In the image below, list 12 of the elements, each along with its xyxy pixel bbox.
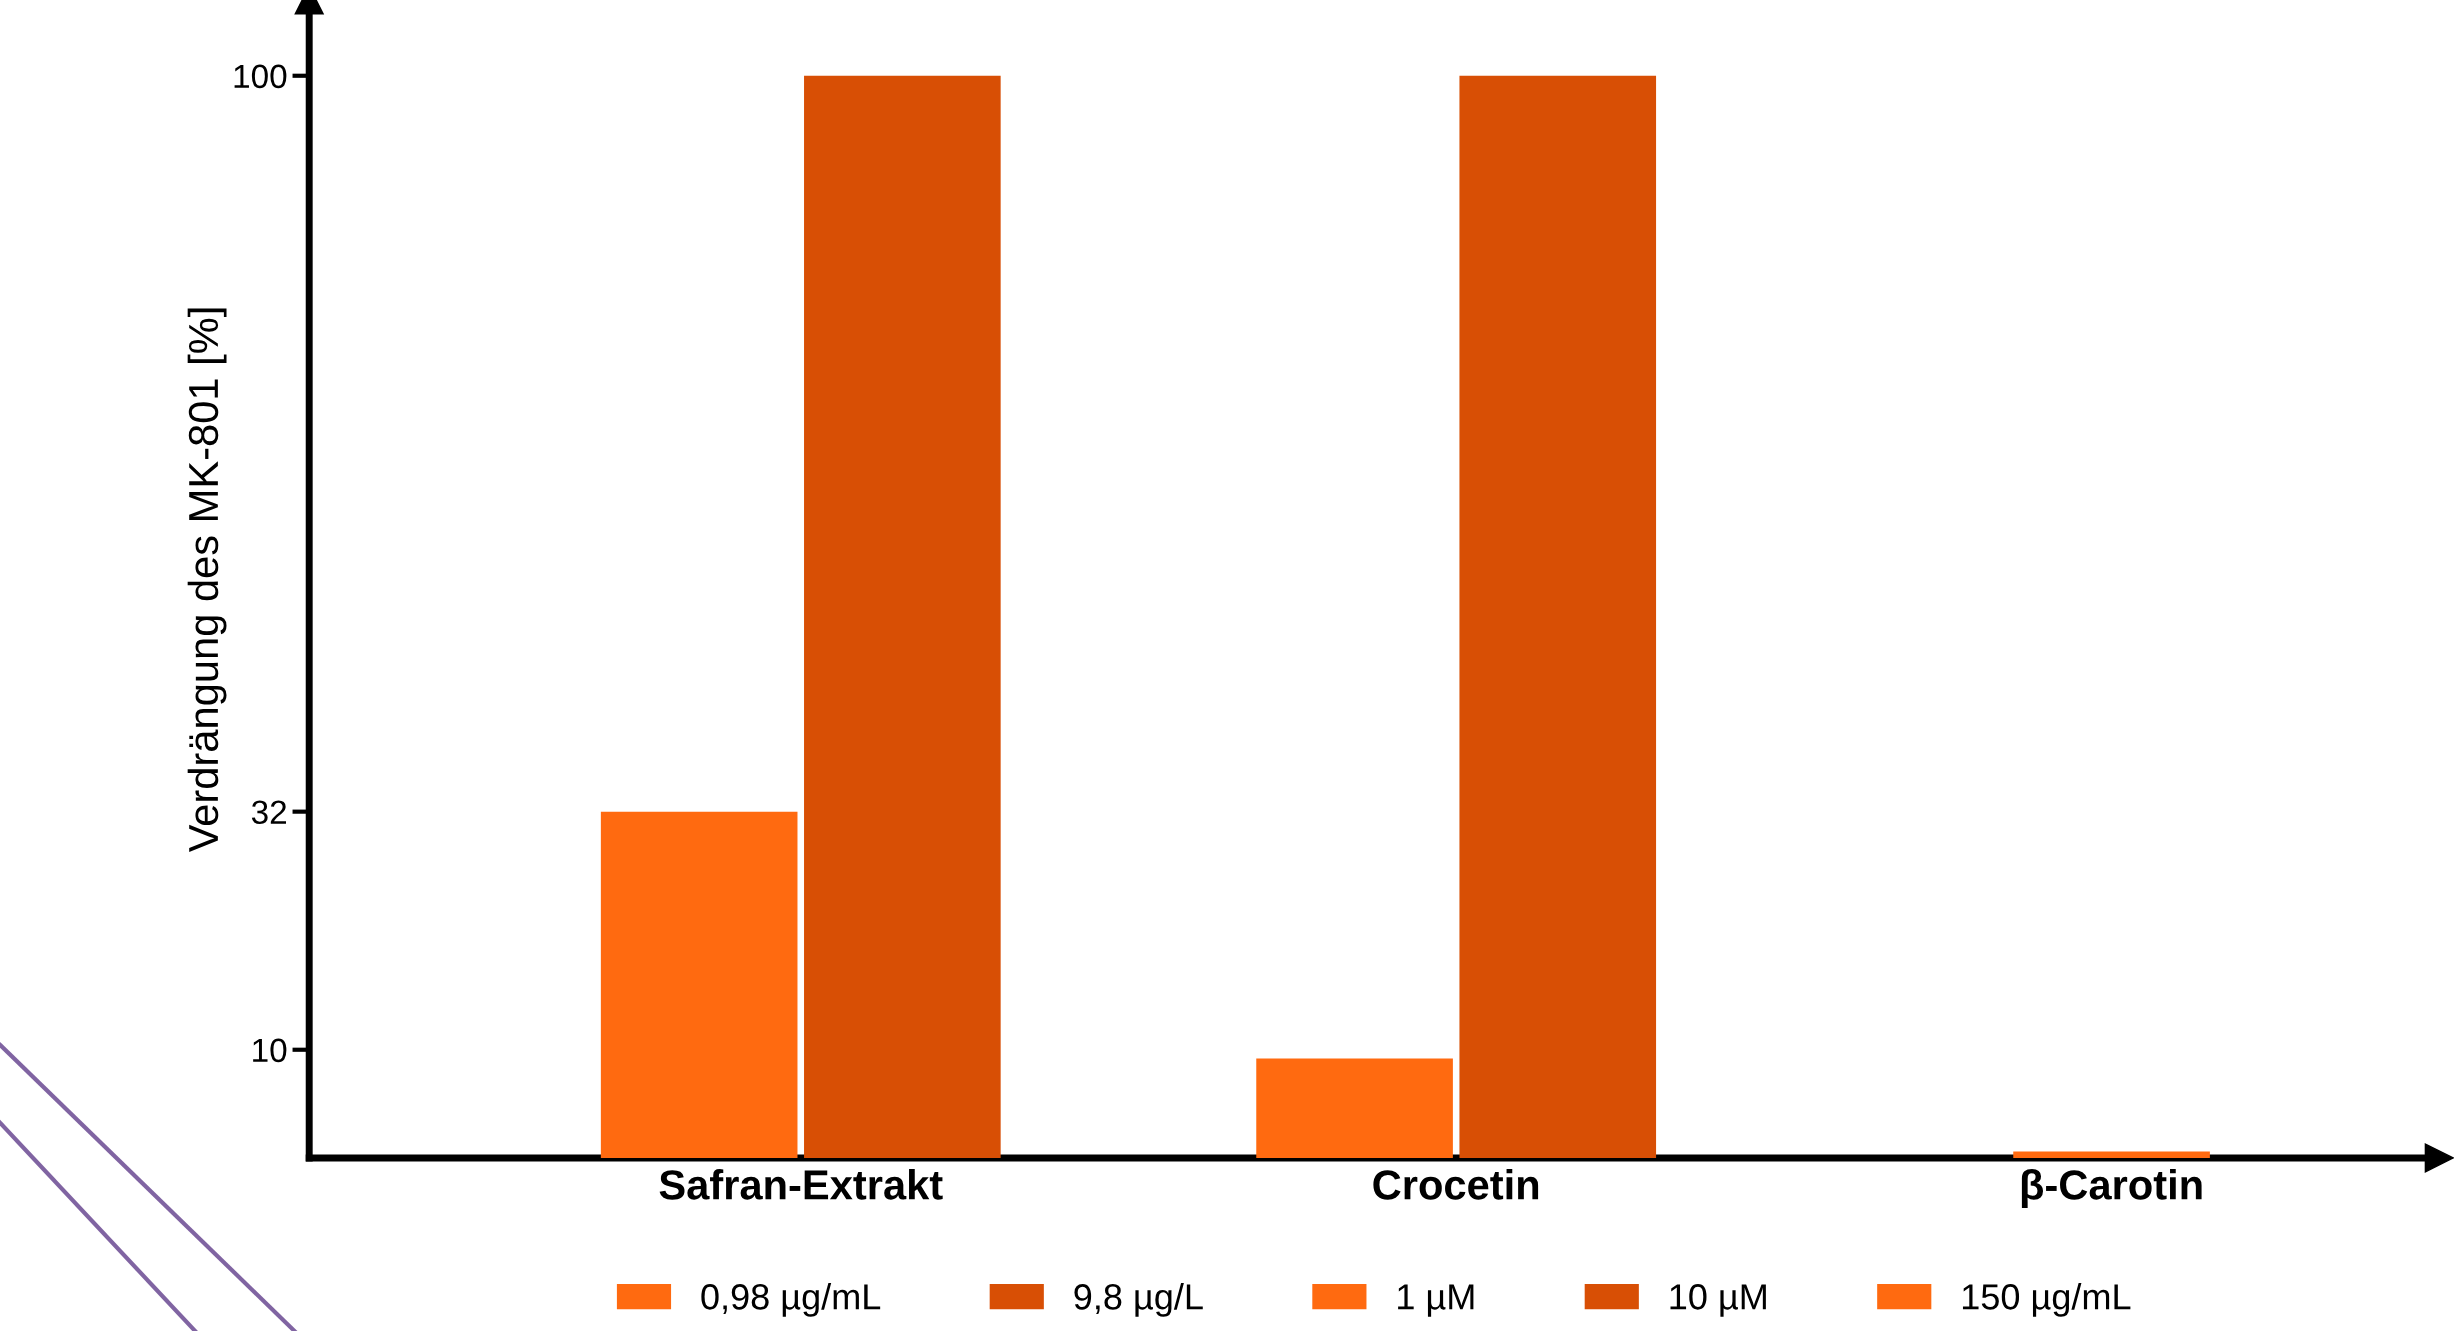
x-tick-label: Crocetin	[1373, 1169, 1539, 1200]
y-tick-label: 10	[253, 1038, 287, 1063]
x-tick-label: β-Carotin	[2021, 1169, 2202, 1208]
legend-label: 150 µg/mL	[1962, 1283, 2131, 1317]
legend-label: 0,98 µg/mL	[701, 1283, 881, 1317]
legend-label: 1 µM	[1398, 1284, 1474, 1317]
legend-label: 10 µM	[1670, 1284, 1766, 1317]
y-axis-title: Verdrängung des MK-801 [%]	[187, 308, 227, 853]
legend-label: 9,8 µg/L	[1074, 1283, 1203, 1317]
x-tick-label: Safran-Extrakt	[659, 1169, 943, 1200]
y-tick-label: 32	[251, 800, 287, 825]
y-tick-label: 100	[234, 64, 287, 89]
